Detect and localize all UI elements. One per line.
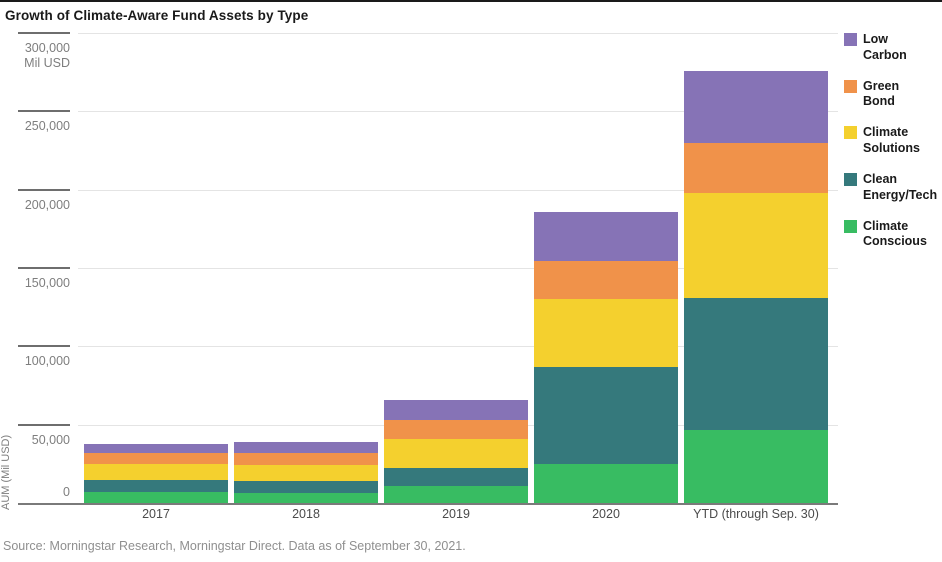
y-tick-label: 150,000 [24, 276, 70, 290]
bar-segment-climate-conscious [534, 463, 678, 503]
bar-segment-low-carbon [84, 444, 228, 453]
bar-segment-clean-energy-tech [684, 298, 828, 431]
bar-segment-climate-solutions [84, 463, 228, 480]
legend-label: Low Carbon [863, 32, 907, 63]
legend-label: Green Bond [863, 79, 899, 110]
bar-segment-climate-conscious [84, 492, 228, 503]
legend-label-line: Green [863, 78, 900, 93]
bar-segment-low-carbon [384, 399, 528, 420]
legend-label: Climate Conscious [863, 219, 927, 250]
legend-label-line: Conscious [863, 234, 927, 249]
y-axis-tick [18, 188, 70, 191]
bar-segment-clean-energy-tech [384, 468, 528, 487]
bar-segment-green-bond [534, 261, 678, 299]
bar-segment-low-carbon [684, 70, 828, 144]
legend-label-line: Climate [863, 218, 909, 233]
x-axis-label: 2018 [292, 507, 320, 521]
bar-segment-clean-energy-tech [84, 479, 228, 493]
y-tick-label: 100,000 [24, 354, 70, 369]
bar-segment-green-bond [684, 143, 828, 194]
y-axis-tick [18, 110, 70, 113]
bar-segment-climate-solutions [384, 439, 528, 469]
legend-label: Clean Energy/Tech [863, 172, 937, 203]
grid-line [78, 346, 838, 348]
top-rule [0, 0, 942, 2]
y-axis-tick [18, 267, 70, 269]
y-axis-unit-label: Mil USD [24, 56, 70, 70]
bar-segment-climate-solutions [234, 464, 378, 482]
bar-segment-green-bond [384, 419, 528, 440]
y-tick-label: 300,000 [24, 41, 70, 55]
legend-swatch-icon [844, 126, 857, 140]
legend-swatch-icon [844, 79, 857, 93]
legend-label-line: Climate [863, 125, 909, 140]
y-tick-label: 0 [63, 485, 70, 499]
x-axis-label: 2019 [442, 507, 470, 521]
legend-label-line: Low [863, 32, 888, 46]
grid-line [78, 189, 838, 191]
bar-segment-climate-conscious [234, 492, 378, 503]
legend-swatch-icon [844, 219, 857, 233]
y-axis-tick [18, 423, 70, 426]
y-tick-label: 200,000 [24, 197, 70, 212]
legend-label-line: Solutions [863, 140, 920, 155]
legend-label-line: Bond [863, 94, 895, 109]
source-note: Source: Morningstar Research, Morningsta… [3, 539, 466, 553]
x-axis-label: 2020 [592, 507, 620, 521]
x-axis-label: YTD (through Sep. 30) [693, 507, 819, 521]
legend-swatch-icon [844, 33, 857, 46]
bar-segment-climate-conscious [684, 430, 828, 503]
grid-line [78, 268, 838, 269]
x-axis-baseline [18, 503, 838, 505]
bar-segment-clean-energy-tech [534, 367, 678, 464]
legend-label: Climate Solutions [863, 125, 920, 156]
bar-segment-green-bond [234, 453, 378, 465]
bar-segment-clean-energy-tech [234, 481, 378, 493]
bar-segment-low-carbon [534, 212, 678, 262]
legend-label-line: Clean [863, 172, 898, 187]
bar-segment-green-bond [84, 453, 228, 464]
y-axis-title: AUM (Mil USD) [0, 434, 12, 510]
legend-label-line: Carbon [863, 47, 907, 62]
x-axis-label: 2017 [142, 507, 170, 521]
grid-line [78, 33, 838, 34]
grid-line [78, 111, 838, 113]
bar-segment-climate-conscious [384, 486, 528, 503]
legend-swatch-icon [844, 173, 857, 187]
bar-segment-climate-solutions [684, 193, 828, 299]
bar-segment-low-carbon [234, 442, 378, 453]
y-tick-label: 50,000 [31, 432, 70, 447]
y-axis-tick [18, 32, 70, 34]
page-title: Growth of Climate-Aware Fund Assets by T… [5, 8, 309, 23]
legend-label-line: Energy/Tech [863, 187, 938, 202]
y-axis-tick [18, 345, 70, 348]
y-tick-label: 250,000 [24, 119, 70, 134]
bar-segment-climate-solutions [534, 299, 678, 367]
